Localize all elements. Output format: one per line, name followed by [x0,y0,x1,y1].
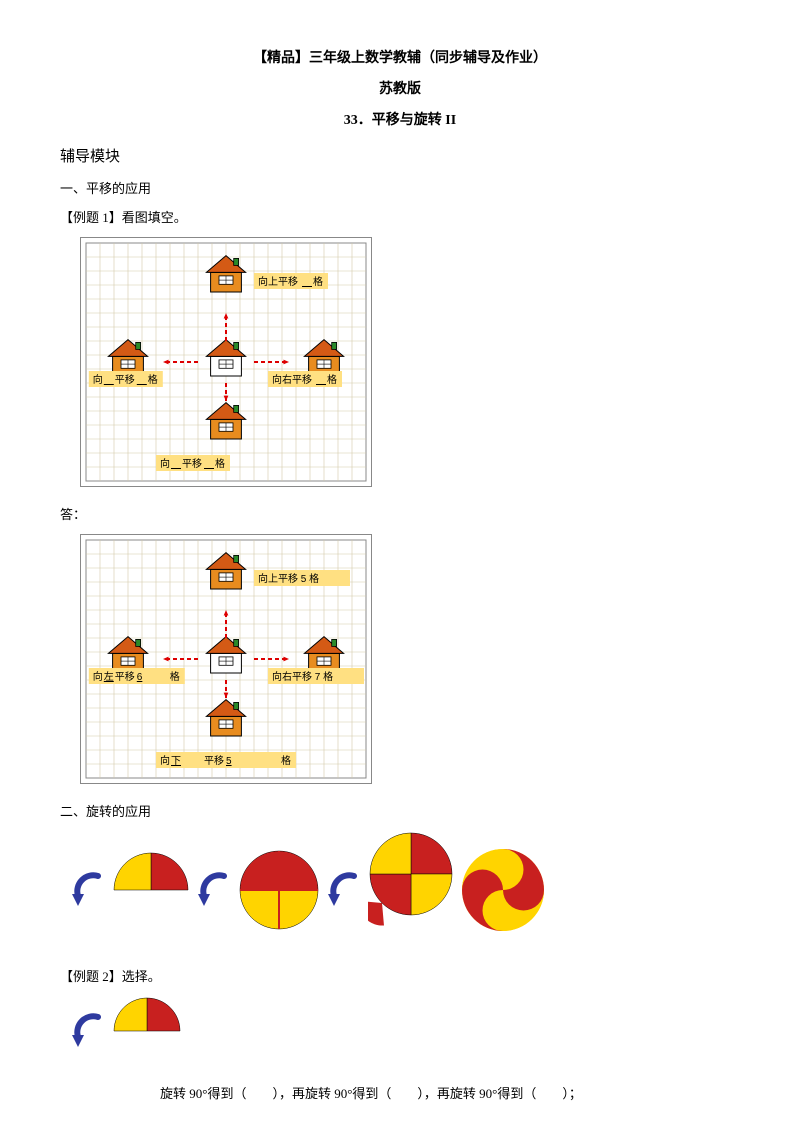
example1-label: 【例题 1】看图填空。 [60,206,740,229]
example2-question: 旋转 90°得到（ ），再旋转 90°得到（ ），再旋转 90°得到（ ）； [160,1082,740,1105]
answer-label: 答： [60,503,740,526]
page-title-3: 33．平移与旋转 II [60,108,740,133]
pinwheel-sequence [70,831,740,957]
svg-text:向右平移 7 格: 向右平移 7 格 [272,670,333,683]
svg-text:格: 格 [313,275,323,288]
section2-heading: 二、旋转的应用 [60,800,740,823]
svg-text:格: 格 [148,373,158,386]
svg-text:平移: 平移 [115,373,135,386]
figure-answer: 向上平移 5 格向右平移 7 格向左平移 6 格向 下 平移 5 格 [80,534,740,791]
svg-text:平移: 平移 [204,754,224,767]
svg-text:平移: 平移 [115,670,135,683]
svg-text:平移: 平移 [182,457,202,470]
figure-blank: 向上平移 格向右平移 格向 平移 格向 平移 格 [80,237,740,494]
section1-heading: 一、平移的应用 [60,177,740,200]
example2-label: 【例题 2】选择。 [60,965,740,988]
svg-text:5: 5 [226,756,232,767]
svg-text:6: 6 [137,672,143,683]
svg-text:向上平移: 向上平移 [258,275,298,288]
svg-text:左: 左 [104,670,114,683]
svg-text:向: 向 [93,670,103,683]
svg-text:格: 格 [281,754,291,767]
svg-text:向上平移 5 格: 向上平移 5 格 [258,572,319,585]
svg-text:格: 格 [327,373,337,386]
svg-text:向: 向 [160,457,170,470]
svg-text:向: 向 [93,373,103,386]
svg-text:格: 格 [170,670,180,683]
example2-pinwheel [70,996,740,1073]
module-label: 辅导模块 [60,144,740,171]
svg-text:向: 向 [160,754,170,767]
page-title-2: 苏教版 [60,77,740,102]
svg-text:下: 下 [171,756,181,767]
page-title-1: 【精品】三年级上数学教辅（同步辅导及作业） [60,46,740,71]
svg-text:向右平移: 向右平移 [272,373,312,386]
svg-text:格: 格 [215,457,225,470]
